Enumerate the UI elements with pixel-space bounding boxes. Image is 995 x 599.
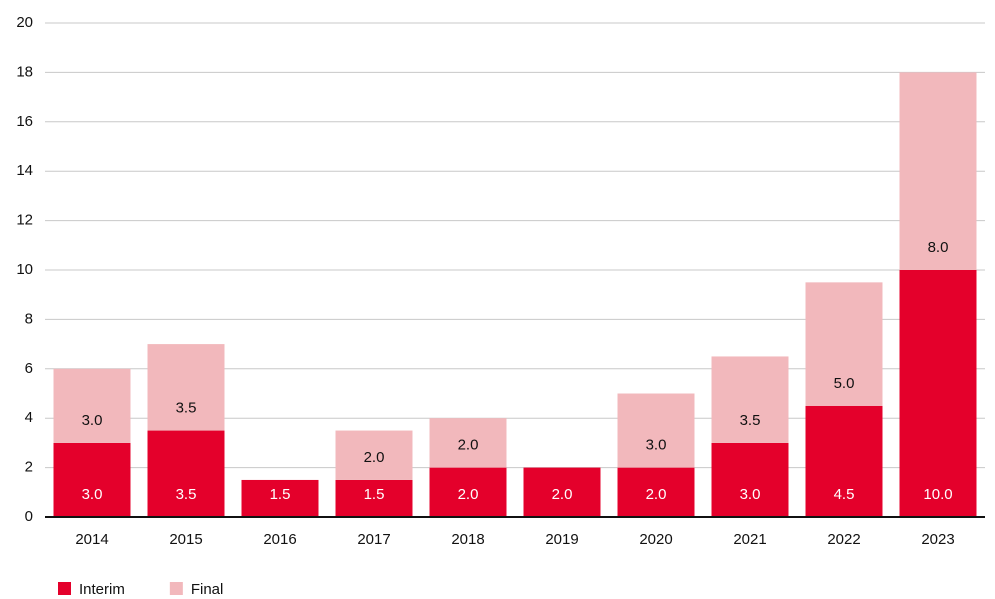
x-tick-label: 2018 — [451, 531, 484, 548]
bar-segment — [241, 479, 319, 517]
y-tick-label: 12 — [16, 212, 33, 229]
x-tick-label: 2020 — [639, 531, 672, 548]
data-label: 5.0 — [834, 375, 855, 392]
bar-segment — [617, 393, 695, 468]
bar-segment — [53, 442, 131, 517]
y-tick-label: 0 — [25, 508, 33, 525]
y-tick-label: 6 — [25, 360, 33, 377]
x-tick-label: 2023 — [921, 531, 954, 548]
x-tick-label: 2017 — [357, 531, 390, 548]
data-label: 3.0 — [82, 486, 103, 503]
data-label: 3.0 — [82, 412, 103, 429]
data-label: 8.0 — [928, 239, 949, 256]
data-label: 3.5 — [176, 400, 197, 417]
x-tick-label: 2014 — [75, 531, 108, 548]
bar-segment — [147, 344, 225, 431]
bar-segment — [147, 430, 225, 517]
data-label: 2.0 — [458, 486, 479, 503]
data-label: 3.5 — [176, 486, 197, 503]
legend-label: Final — [191, 581, 224, 598]
data-label: 1.5 — [364, 486, 385, 503]
x-tick-label: 2021 — [733, 531, 766, 548]
data-label: 2.0 — [364, 449, 385, 466]
x-tick-label: 2015 — [169, 531, 202, 548]
y-tick-label: 4 — [25, 409, 33, 426]
bar-segment — [335, 430, 413, 480]
bar-segment — [805, 405, 883, 517]
y-tick-label: 18 — [16, 63, 33, 80]
data-label: 2.0 — [458, 437, 479, 454]
bar-segment — [617, 467, 695, 517]
y-tick-label: 20 — [16, 14, 33, 31]
y-tick-label: 16 — [16, 113, 33, 130]
legend-label: Interim — [79, 581, 125, 598]
data-label: 2.0 — [552, 486, 573, 503]
bar-segment — [429, 467, 507, 517]
bar-segment — [899, 72, 977, 271]
data-label: 1.5 — [270, 486, 291, 503]
data-label: 2.0 — [646, 486, 667, 503]
x-tick-label: 2022 — [827, 531, 860, 548]
x-tick-label: 2019 — [545, 531, 578, 548]
x-tick-label: 2016 — [263, 531, 296, 548]
bar-segment — [53, 368, 131, 443]
legend-swatch — [169, 582, 183, 595]
y-tick-label: 10 — [16, 261, 33, 278]
bar-segment — [805, 282, 883, 406]
bar-segment — [899, 270, 977, 517]
data-label: 3.0 — [740, 486, 761, 503]
bar-segment — [335, 479, 413, 517]
bar-segment — [711, 356, 789, 443]
data-label: 3.5 — [740, 412, 761, 429]
bar-segment — [711, 442, 789, 517]
legend-swatch — [58, 582, 71, 595]
data-label: 4.5 — [834, 486, 855, 503]
data-label: 10.0 — [923, 486, 952, 503]
y-tick-label: 14 — [16, 162, 33, 179]
bar-segment — [429, 418, 507, 468]
y-tick-label: 8 — [25, 310, 33, 327]
y-tick-label: 2 — [25, 459, 33, 476]
bar-segment — [523, 467, 601, 517]
data-label: 3.0 — [646, 437, 667, 454]
